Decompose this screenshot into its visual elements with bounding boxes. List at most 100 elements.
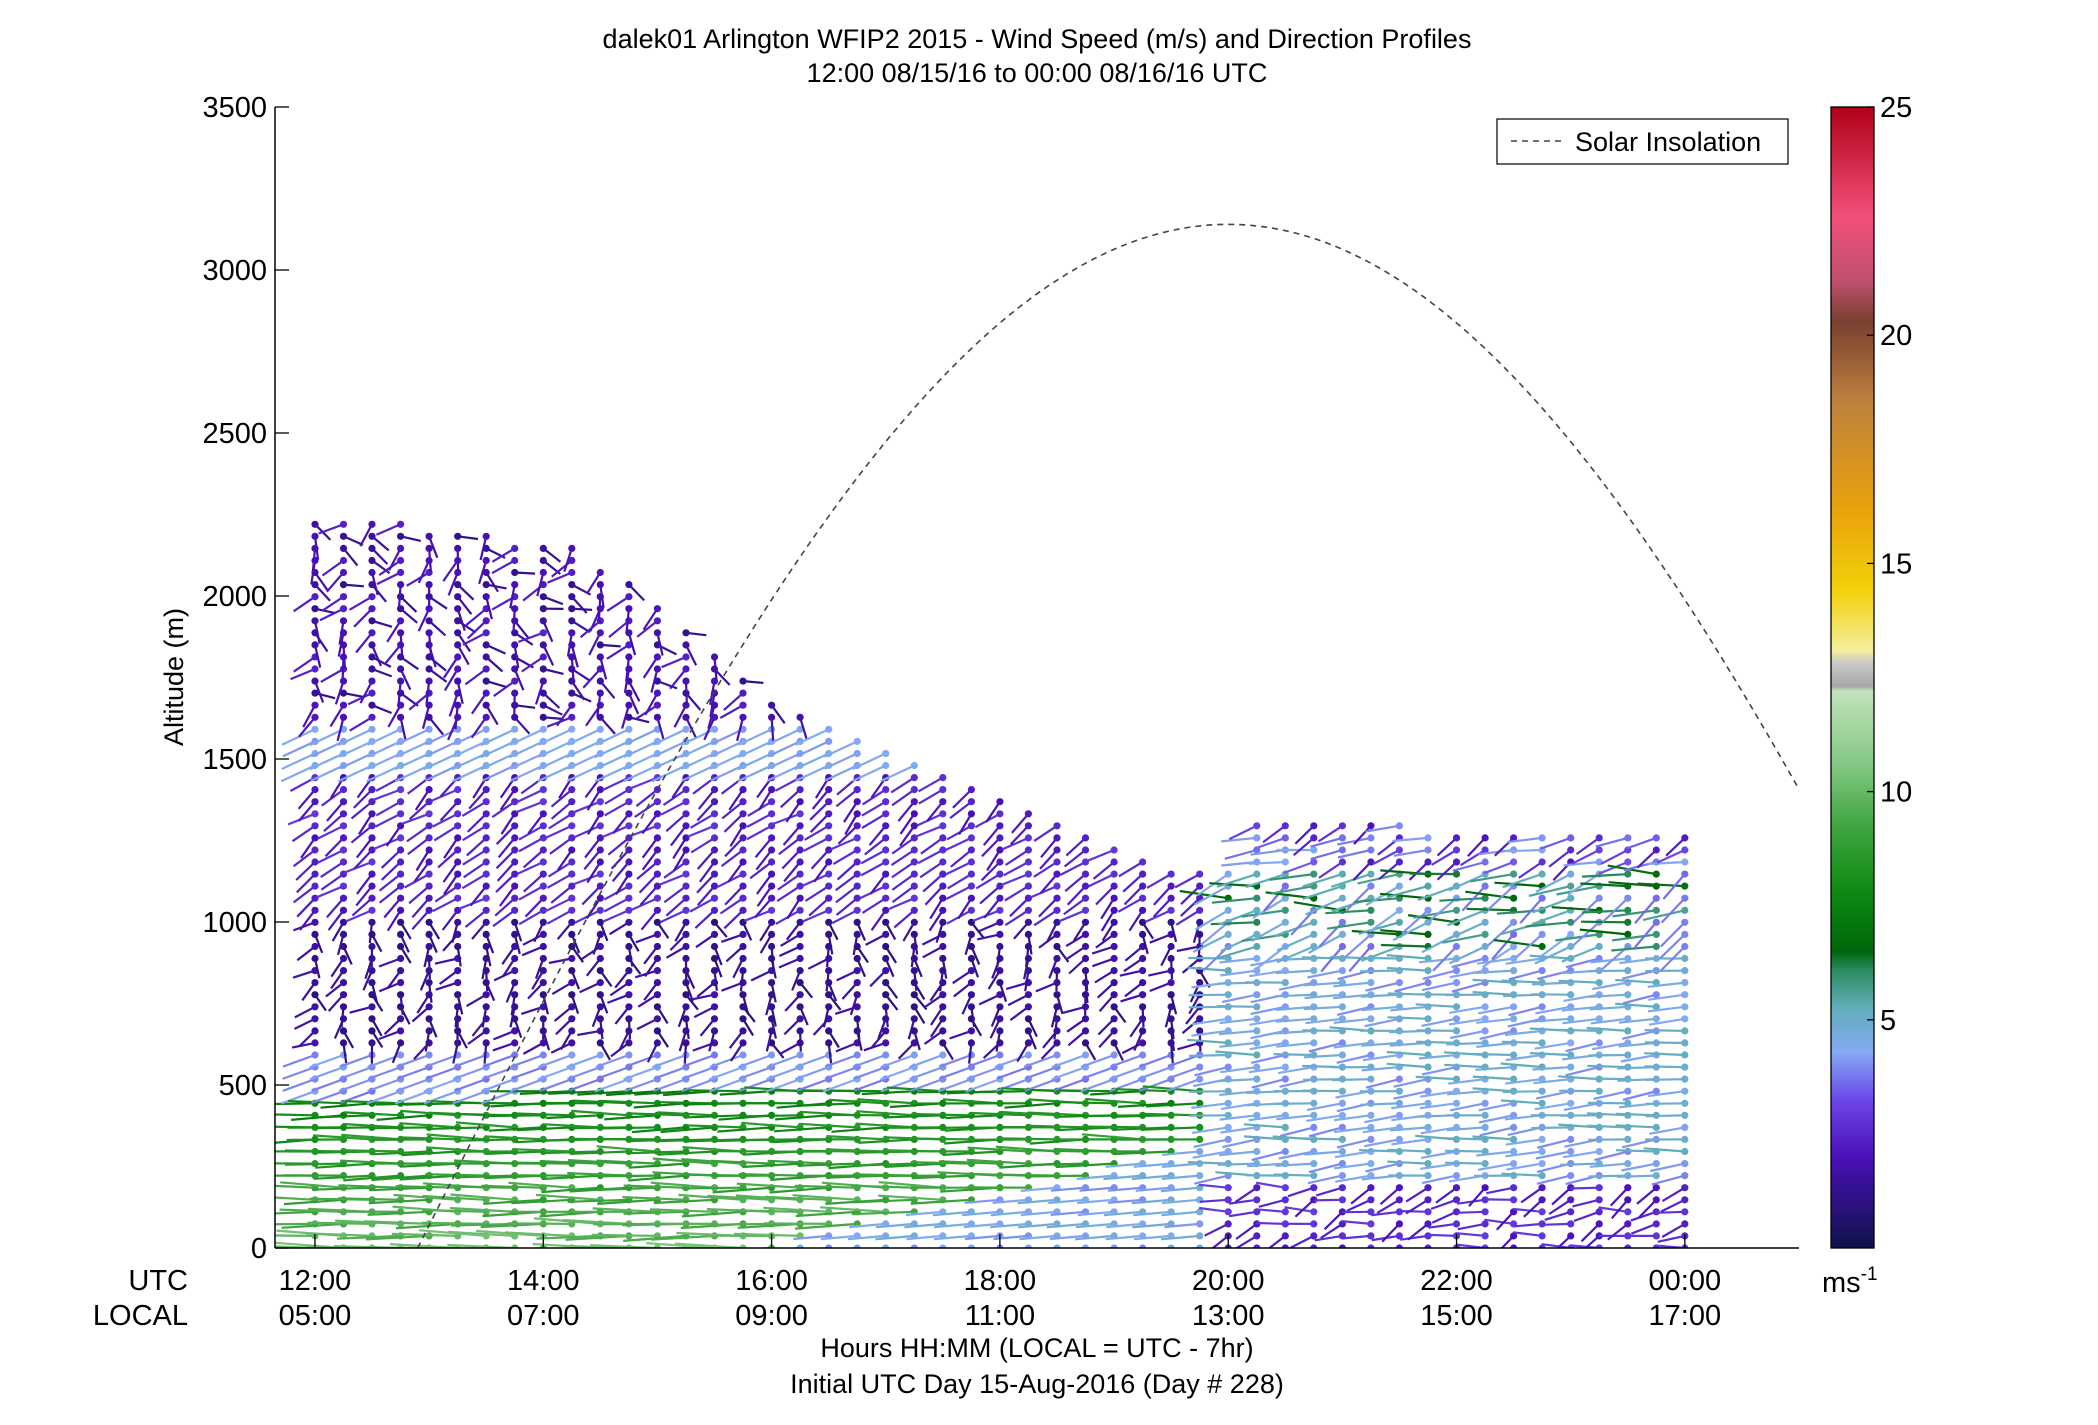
wind-barb-shaft (652, 1157, 715, 1165)
wind-barb-shaft (571, 1150, 629, 1155)
wind-barb-point (882, 810, 890, 818)
wind-barb-shaft (1413, 909, 1457, 919)
wind-barb-shaft (920, 837, 944, 855)
wind-barb-shaft (876, 1222, 915, 1229)
wind-barb-point (1224, 870, 1232, 878)
wind-barb-shaft (1248, 1066, 1286, 1074)
wind-barb-shaft (519, 1090, 572, 1095)
wind-barb-shaft (461, 873, 487, 890)
wind-barb-shaft (537, 1053, 573, 1069)
wind-barb-point (568, 1003, 576, 1011)
wind-barb-shaft (1221, 860, 1257, 867)
wind-barb-shaft (826, 1135, 886, 1141)
wind-barb-shaft (1221, 836, 1257, 843)
wind-barb-shaft (635, 933, 658, 944)
wind-barb-shaft (636, 619, 659, 638)
wind-barb-shaft (1551, 1186, 1572, 1206)
wind-barb-shaft (792, 1194, 858, 1201)
wind-barb-point (739, 677, 747, 685)
wind-barb-shaft (466, 993, 487, 1008)
wind-barb-point (1424, 1099, 1432, 1107)
wind-barb-point (339, 1039, 348, 1047)
wind-barb-shaft (422, 1208, 487, 1213)
wind-barb-shaft (728, 788, 744, 811)
wind-barb-point (1452, 834, 1461, 842)
wind-barb-point (1367, 1208, 1375, 1216)
wind-barb-point (568, 858, 576, 866)
wind-barb-shaft (1079, 1186, 1115, 1192)
wind-barb-shaft (723, 909, 744, 930)
wind-barb-shaft (926, 801, 944, 822)
wind-barb-point (339, 858, 348, 866)
wind-barb-shaft (908, 1053, 944, 1069)
wind-barb-shaft (510, 752, 544, 770)
wind-barb-point (1567, 1208, 1575, 1216)
wind-barb-point (1595, 942, 1603, 951)
wind-barb-point (853, 749, 861, 758)
wind-barb-point (1567, 942, 1575, 951)
wind-barb-shaft (1648, 1017, 1685, 1026)
wind-barb-point (1253, 967, 1261, 975)
wind-barb-point (339, 882, 348, 890)
wind-barb-shaft (945, 1114, 1000, 1120)
wind-barb-shaft (356, 873, 373, 895)
wind-barb-point (539, 689, 547, 697)
wind-barb-point (568, 605, 576, 613)
wind-barb-point (1253, 906, 1261, 914)
wind-barb-shaft (373, 1126, 430, 1130)
wind-barb-shaft (604, 800, 630, 817)
wind-barb-shaft (1167, 1053, 1201, 1068)
wind-barb-shaft (291, 824, 316, 843)
wind-barb-point (311, 1039, 319, 1047)
wind-barb-shaft (570, 644, 579, 668)
wind-barb-point (1452, 1220, 1461, 1228)
wind-barb-shaft (661, 655, 687, 669)
wind-barb-shaft (356, 837, 373, 859)
wind-barb-shaft (777, 873, 801, 891)
wind-barb-shaft (1582, 873, 1628, 878)
wind-barb-point (539, 593, 547, 601)
wind-barb-shaft (782, 825, 801, 846)
wind-barb-shaft (744, 1114, 801, 1118)
wind-barb-point (1510, 967, 1518, 975)
wind-barb-shaft (1254, 1246, 1257, 1248)
wind-barb-point (1253, 1147, 1261, 1156)
y-axis-label: Altitude (m) (159, 608, 189, 746)
wind-barb-point (1338, 858, 1346, 866)
wind-barb-point (482, 858, 490, 866)
wind-barb-point (596, 954, 604, 963)
wind-barb-shaft (1255, 1181, 1286, 1189)
wind-barb-shaft (411, 909, 430, 931)
wind-barb-point (397, 810, 405, 818)
wind-barb-point (853, 810, 861, 818)
wind-barb-shaft (1181, 957, 1201, 974)
wind-barb-shaft (1394, 981, 1429, 993)
wind-barb-point (1567, 1051, 1575, 1059)
wind-barb-point (625, 581, 633, 589)
wind-barb-shaft (1317, 824, 1344, 843)
wind-barb-point (853, 786, 861, 794)
wind-barb-shaft (1336, 1005, 1372, 1016)
wind-barb-point (1081, 967, 1090, 975)
wind-barb-shaft (492, 909, 516, 928)
wind-barb-shaft (1219, 1114, 1257, 1121)
wind-barb-point (1624, 858, 1632, 866)
wind-barb-point (682, 810, 690, 818)
wind-barb-point (1253, 1087, 1261, 1095)
wind-barb-point (596, 834, 604, 842)
wind-barb-shaft (603, 897, 630, 913)
wind-barb-shaft (1161, 1210, 1200, 1217)
wind-barb-point (1624, 894, 1632, 902)
wind-barb-shaft (594, 764, 630, 783)
wind-barb-point (339, 846, 348, 854)
wind-barb-shaft (982, 825, 1001, 846)
wind-barb-shaft (627, 692, 640, 715)
wind-barb-shaft (964, 1198, 1000, 1204)
wind-barb-shaft (737, 764, 773, 783)
wind-barb-shaft (767, 740, 801, 758)
wind-barb-shaft (1512, 1247, 1514, 1248)
wind-barb-point (368, 689, 376, 697)
wind-barb-shaft (1589, 993, 1628, 998)
wind-barb-shaft (1228, 1198, 1257, 1205)
wind-barb-shaft (1472, 1087, 1514, 1093)
